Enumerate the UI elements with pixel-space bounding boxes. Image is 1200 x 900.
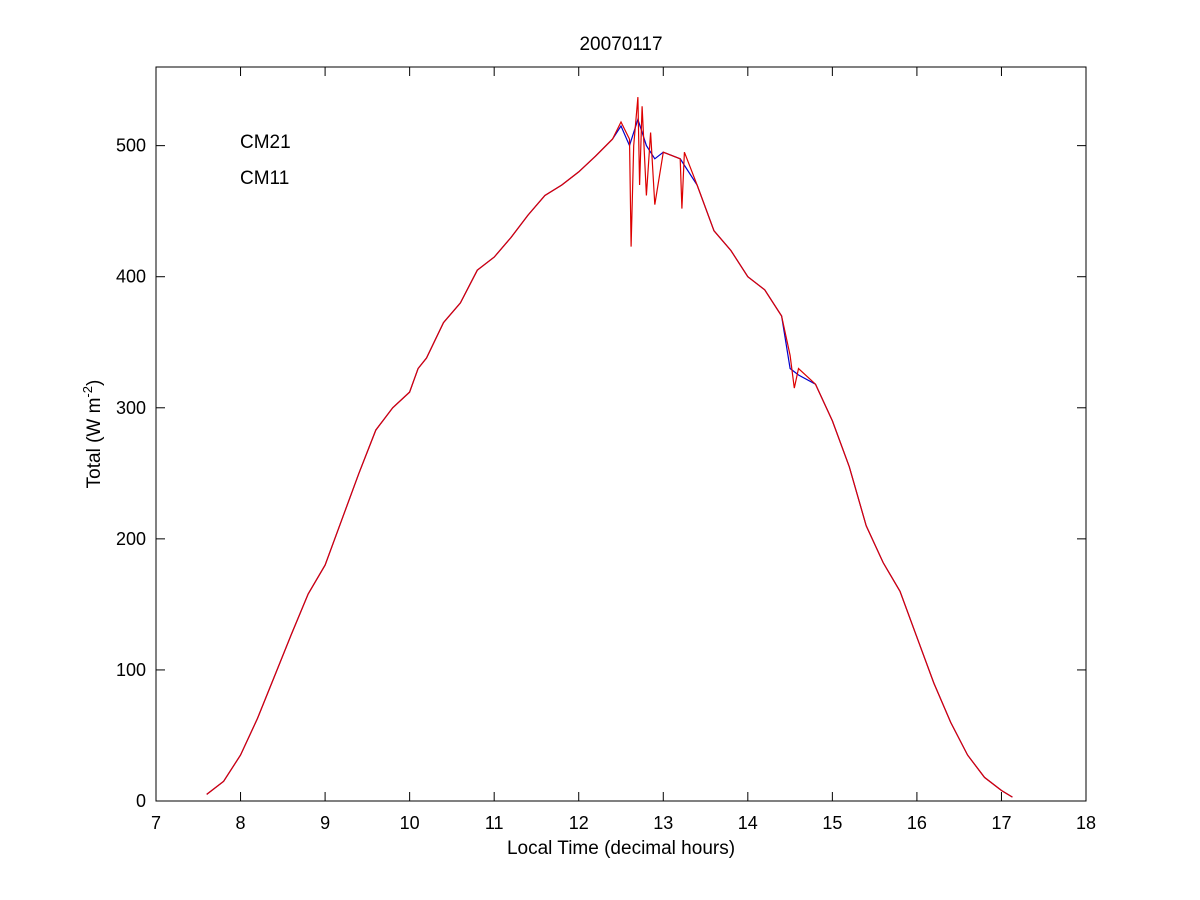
y-tick-label: 200 bbox=[116, 529, 146, 549]
axis-ticks: 7 8 9 10 11 12 13 14 15 16 17 18 0 100 200 300 400 500 bbox=[116, 67, 1096, 833]
y-tick-label: 300 bbox=[116, 398, 146, 418]
y-tick-label: 400 bbox=[116, 267, 146, 287]
x-tick-label: 15 bbox=[822, 813, 842, 833]
x-tick-label: 8 bbox=[236, 813, 246, 833]
x-tick-label: 16 bbox=[907, 813, 927, 833]
x-axis-label: Local Time (decimal hours) bbox=[507, 838, 735, 859]
x-tick-label: 13 bbox=[653, 813, 673, 833]
x-tick-label: 14 bbox=[738, 813, 758, 833]
legend-entry-cm21: CM21 bbox=[240, 132, 291, 153]
y-axis-label: Total (W m-2) bbox=[80, 380, 105, 489]
series-line-cm11 bbox=[206, 97, 1013, 798]
series-lines bbox=[206, 97, 1013, 798]
x-tick-label: 12 bbox=[569, 813, 589, 833]
x-tick-label: 17 bbox=[991, 813, 1011, 833]
x-tick-label: 10 bbox=[400, 813, 420, 833]
x-tick-label: 7 bbox=[151, 813, 161, 833]
x-tick-label: 18 bbox=[1076, 813, 1096, 833]
y-tick-label: 100 bbox=[116, 660, 146, 680]
y-axis-label-superscript: -2 bbox=[80, 386, 95, 398]
chart-title: 20070117 bbox=[579, 34, 662, 55]
plot-area bbox=[155, 66, 1087, 802]
y-tick-label: 0 bbox=[136, 791, 146, 811]
y-tick-label: 500 bbox=[116, 136, 146, 156]
x-tick-label: 11 bbox=[485, 813, 504, 833]
legend-entry-cm11: CM11 bbox=[240, 168, 289, 189]
x-tick-label: 9 bbox=[320, 813, 330, 833]
